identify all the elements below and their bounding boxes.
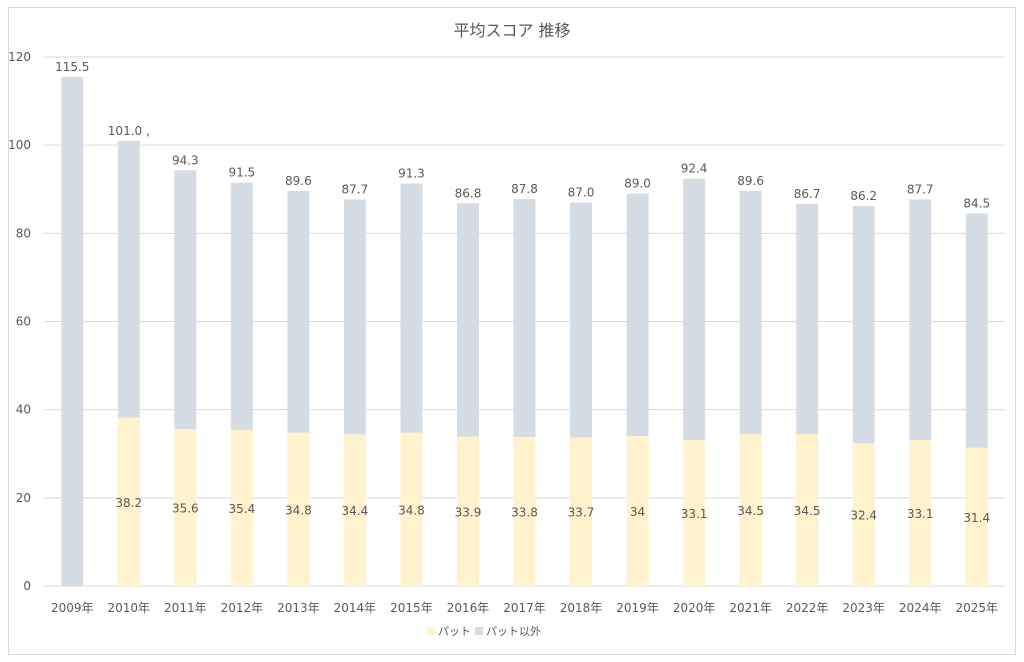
y-tick-label: 20	[16, 491, 31, 505]
total-data-label: 86.2	[850, 189, 877, 203]
bar-other	[287, 191, 310, 433]
bar-other	[456, 203, 479, 437]
total-data-label: 86.7	[794, 187, 821, 201]
bar-putt	[683, 440, 706, 586]
x-tick-label: 2022年	[786, 601, 829, 615]
x-tick-label: 2020年	[673, 601, 716, 615]
bar-putt	[909, 440, 932, 586]
putt-data-label: 33.1	[907, 507, 934, 521]
y-tick-label: 100	[8, 138, 31, 152]
bar-other	[965, 213, 988, 448]
bar-putt	[400, 432, 423, 586]
total-data-label: 86.8	[455, 186, 482, 200]
putt-data-label: 33.7	[568, 506, 595, 520]
putt-data-label: 31.4	[963, 511, 990, 525]
putt-data-label: 34.8	[398, 503, 425, 517]
y-tick-label: 40	[16, 403, 31, 417]
bar-putt	[513, 436, 536, 586]
bar-putt	[626, 436, 649, 586]
bar-other	[683, 178, 706, 441]
bar-putt	[174, 429, 197, 586]
bar-other	[739, 191, 762, 434]
total-data-label: 89.6	[737, 174, 764, 188]
putt-data-label: 34	[630, 505, 645, 519]
putt-data-label: 34.4	[342, 504, 369, 518]
bar-other	[513, 198, 536, 437]
putt-data-label: 35.6	[172, 502, 199, 516]
total-data-label: 87.7	[907, 182, 934, 196]
x-tick-label: 2019年	[616, 601, 659, 615]
x-tick-label: 2023年	[842, 601, 885, 615]
x-tick-label: 2012年	[221, 601, 264, 615]
y-tick-label: 0	[23, 579, 31, 593]
y-tick-label: 80	[16, 226, 31, 240]
legend-label: パット以外	[486, 625, 541, 638]
x-tick-label: 2024年	[899, 601, 942, 615]
bar-other	[174, 170, 197, 430]
total-data-label: 87.7	[342, 182, 369, 196]
x-tick-label: 2009年	[51, 601, 94, 615]
total-data-label: 101.0 ,	[108, 124, 150, 138]
total-data-label: 115.5	[55, 60, 89, 74]
bar-putt	[343, 434, 366, 586]
x-tick-label: 2016年	[447, 601, 490, 615]
legend-swatch	[475, 627, 483, 635]
legend-swatch	[427, 627, 435, 635]
x-tick-label: 2010年	[108, 601, 151, 615]
x-tick-label: 2017年	[503, 601, 546, 615]
total-data-label: 84.5	[963, 196, 990, 210]
putt-data-label: 34.5	[794, 504, 821, 518]
bar-other	[117, 140, 140, 418]
legend-label: パット	[438, 625, 471, 638]
putt-data-label: 32.4	[850, 509, 877, 523]
bar-other	[400, 183, 423, 433]
x-tick-label: 2013年	[277, 601, 320, 615]
y-tick-label: 120	[8, 50, 31, 64]
bar-other	[570, 202, 593, 438]
putt-data-label: 34.8	[285, 503, 312, 517]
y-tick-label: 60	[16, 315, 31, 329]
putt-data-label: 33.8	[511, 505, 538, 519]
x-tick-label: 2014年	[334, 601, 377, 615]
bar-putt	[965, 447, 988, 586]
total-data-label: 91.3	[398, 167, 425, 181]
bar-putt	[739, 433, 762, 586]
bar-other	[230, 182, 253, 430]
bar-other	[796, 203, 819, 434]
x-tick-label: 2015年	[390, 601, 433, 615]
bar-putt	[852, 443, 875, 586]
bar-other	[61, 76, 84, 587]
bar-other	[909, 199, 932, 441]
putt-data-label: 38.2	[115, 496, 142, 510]
bar-putt	[570, 437, 593, 586]
putt-data-label: 33.9	[455, 505, 482, 519]
bar-putt	[230, 429, 253, 586]
bar-other	[343, 199, 366, 435]
total-data-label: 91.5	[228, 166, 255, 180]
bar-putt	[796, 433, 819, 586]
bar-other	[626, 193, 649, 437]
bar-putt	[287, 432, 310, 586]
total-data-label: 94.3	[172, 153, 199, 167]
putt-data-label: 33.1	[681, 507, 708, 521]
putt-data-label: 34.5	[737, 504, 764, 518]
x-tick-label: 2018年	[560, 601, 603, 615]
total-data-label: 89.6	[285, 174, 312, 188]
bar-other	[852, 206, 875, 444]
x-tick-label: 2021年	[729, 601, 772, 615]
total-data-label: 92.4	[681, 162, 708, 176]
total-data-label: 87.8	[511, 182, 538, 196]
x-tick-label: 2011年	[164, 601, 207, 615]
putt-data-label: 35.4	[228, 502, 255, 516]
bar-putt	[117, 417, 140, 586]
chart-title: 平均スコア 推移	[453, 21, 570, 40]
x-tick-label: 2025年	[955, 601, 998, 615]
total-data-label: 87.0	[568, 185, 595, 199]
total-data-label: 89.0	[624, 177, 651, 191]
bar-putt	[456, 436, 479, 586]
